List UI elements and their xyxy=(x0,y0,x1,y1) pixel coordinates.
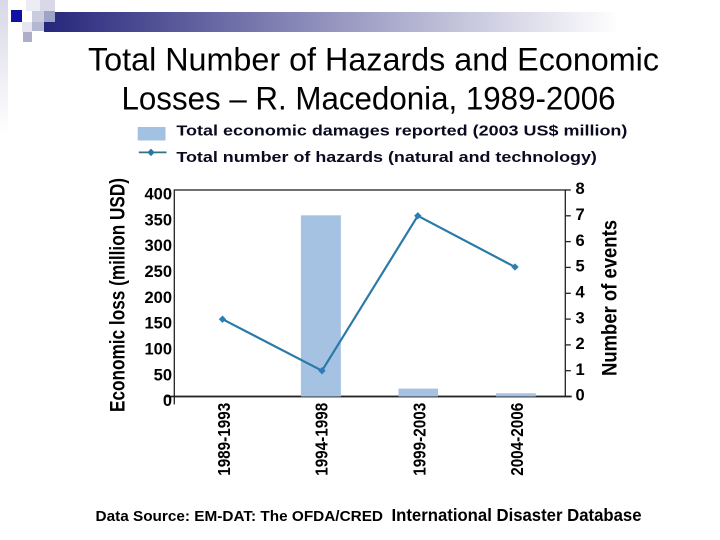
svg-text:50: 50 xyxy=(154,366,172,384)
svg-text:0: 0 xyxy=(576,387,585,405)
svg-text:Losses – R. Macedonia, 1989-20: Losses – R. Macedonia, 1989-2006 xyxy=(122,81,616,117)
svg-text:6: 6 xyxy=(576,232,585,250)
svg-text:1999-2003: 1999-2003 xyxy=(409,403,429,476)
svg-text:Total economic damages reporte: Total economic damages reported (2003 US… xyxy=(176,123,627,140)
svg-text:Total Number of Hazards and Ec: Total Number of Hazards and Economic xyxy=(88,42,659,78)
svg-text:150: 150 xyxy=(144,315,172,333)
svg-text:350: 350 xyxy=(144,211,172,229)
svg-text:100: 100 xyxy=(144,341,172,359)
svg-text:7: 7 xyxy=(576,206,585,224)
svg-text:2004-2006: 2004-2006 xyxy=(507,403,527,476)
svg-text:1994-1998: 1994-1998 xyxy=(312,403,332,476)
svg-text:International Disaster Databas: International Disaster Database xyxy=(392,505,642,525)
svg-text:250: 250 xyxy=(144,263,172,281)
svg-text:8: 8 xyxy=(576,180,585,198)
svg-text:Number of events: Number of events xyxy=(599,220,622,376)
svg-text:0: 0 xyxy=(163,392,172,410)
svg-text:200: 200 xyxy=(144,289,172,307)
svg-text:400: 400 xyxy=(144,186,172,204)
svg-text:1: 1 xyxy=(576,361,585,379)
svg-text:Data Source: EM-DAT: The OFDA/: Data Source: EM-DAT: The OFDA/CRED xyxy=(96,509,384,525)
svg-text:3: 3 xyxy=(576,309,585,327)
svg-text:Total number of hazards (natur: Total number of hazards (natural and tec… xyxy=(176,149,597,166)
svg-text:5: 5 xyxy=(576,258,585,276)
svg-text:4: 4 xyxy=(576,284,586,302)
svg-text:1989-1993: 1989-1993 xyxy=(214,403,234,476)
svg-text:Economic loss (million USD): Economic loss (million USD) xyxy=(106,178,129,412)
svg-text:300: 300 xyxy=(144,237,172,255)
svg-text:2: 2 xyxy=(576,335,585,353)
